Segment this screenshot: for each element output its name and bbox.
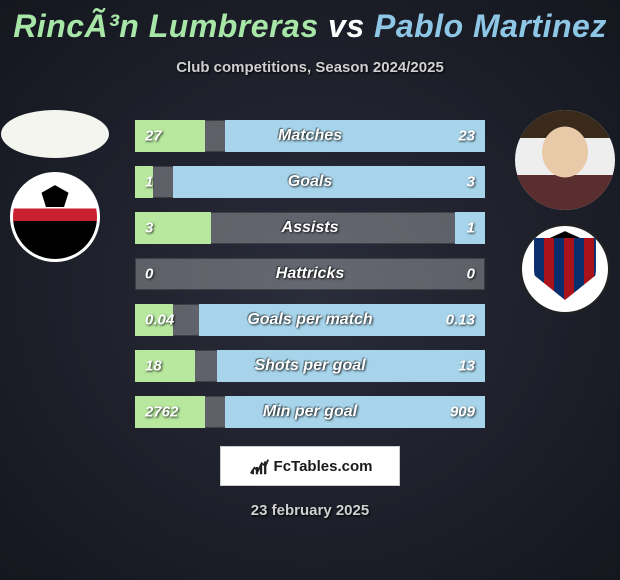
stat-label: Assists [282,219,339,237]
face-icon [515,110,615,210]
stat-row: 3 Assists 1 [135,212,485,244]
brand-logo[interactable]: FcTables.com [220,446,400,486]
brand-text: FcTables.com [274,458,373,475]
stat-row: 0.04 Goals per match 0.13 [135,304,485,336]
stat-row: 1 Goals 3 [135,166,485,198]
stat-label: Matches [278,127,342,145]
vs-text: vs [328,8,365,44]
stat-value-left: 18 [145,358,162,375]
player1-name: RincÃ³n Lumbreras [13,8,318,44]
stat-label: Min per goal [263,403,357,421]
stat-value-right: 3 [467,174,475,191]
chart-icon [248,455,270,477]
player2-photo [515,110,615,210]
left-column [0,110,110,262]
subtitle: Club competitions, Season 2024/2025 [0,59,620,76]
stat-row: 2762 Min per goal 909 [135,396,485,428]
stats-panel: 27 Matches 23 1 Goals 3 3 Assists 1 0 Hattricks 0 0.… [135,120,485,442]
stat-value-left: 0 [145,266,153,283]
stat-value-right: 23 [458,128,475,145]
stat-value-left: 2762 [145,404,178,421]
stat-value-left: 3 [145,220,153,237]
stat-value-right: 0 [467,266,475,283]
stat-value-right: 1 [467,220,475,237]
stat-label: Hattricks [276,265,344,283]
player2-club-badge [520,224,610,314]
bar-left [135,350,195,382]
stat-value-right: 0.13 [446,312,475,329]
stat-label: Shots per goal [254,357,365,375]
stat-row: 27 Matches 23 [135,120,485,152]
stat-value-right: 13 [458,358,475,375]
stat-value-left: 0.04 [145,312,174,329]
player1-club-badge [10,172,100,262]
player1-photo [1,110,109,158]
bar-right [225,120,485,152]
stat-row: 18 Shots per goal 13 [135,350,485,382]
page-title: RincÃ³n Lumbreras vs Pablo Martinez [0,0,620,45]
stat-value-right: 909 [450,404,475,421]
stat-row: 0 Hattricks 0 [135,258,485,290]
stat-label: Goals [288,173,332,191]
footer-date: 23 february 2025 [251,502,369,519]
player2-name: Pablo Martinez [374,8,607,44]
stat-label: Goals per match [247,311,372,329]
stat-value-left: 27 [145,128,162,145]
stat-value-left: 1 [145,174,153,191]
right-column [510,110,620,314]
